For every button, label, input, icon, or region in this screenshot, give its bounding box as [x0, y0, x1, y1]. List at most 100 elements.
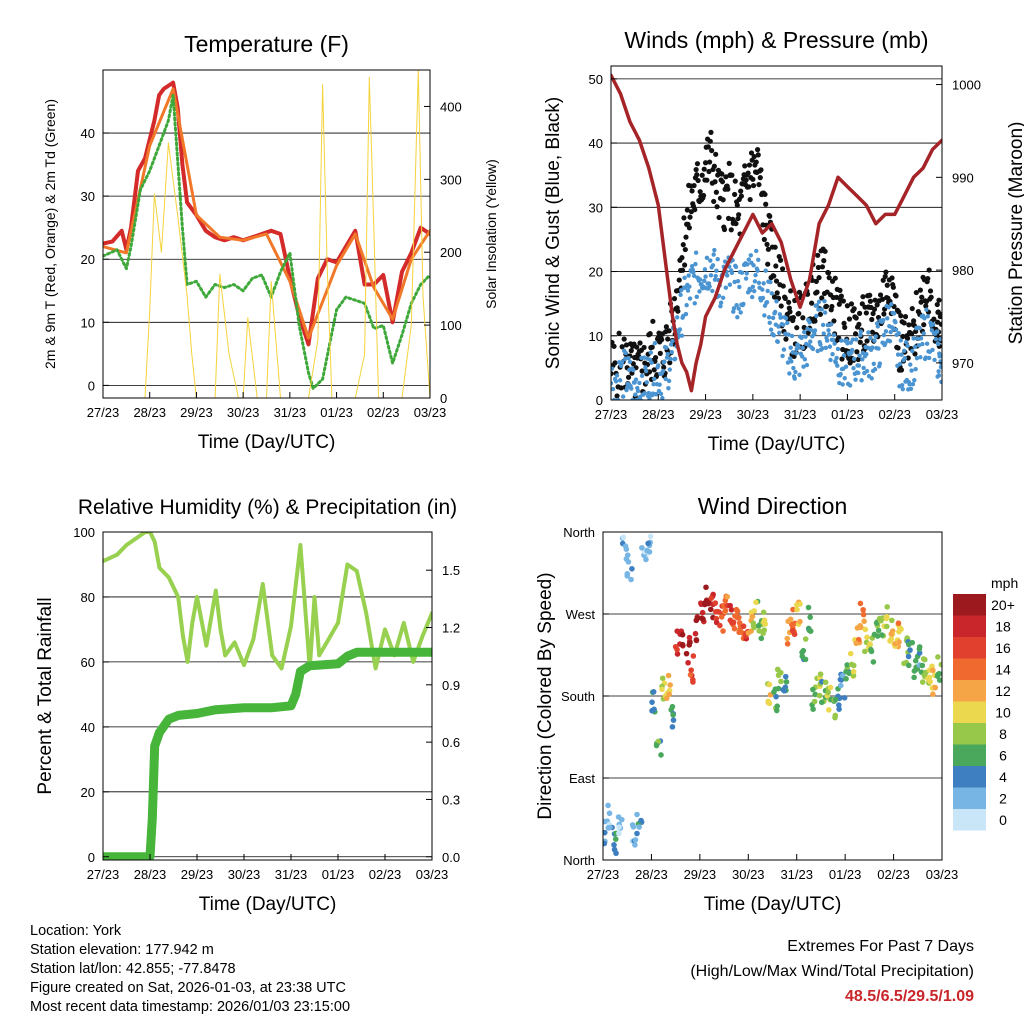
direction-point [666, 691, 672, 698]
wind-point [801, 329, 807, 335]
y2-tick-label: 990 [952, 170, 974, 185]
gust-point [772, 244, 778, 250]
gust-point [853, 315, 859, 321]
direction-point [832, 696, 839, 703]
gust-point [667, 360, 673, 366]
direction-point [714, 608, 721, 615]
wind-point [900, 386, 906, 392]
humidity-precip-panel: 27/23 28/23 29/23 30/23 31/23 01/23 02/23 03/23… [35, 496, 460, 915]
wind-point [752, 288, 757, 294]
y2-tick-label: 0 [440, 391, 447, 406]
direction-point [634, 811, 640, 818]
wind-point [611, 397, 617, 400]
gust-point [856, 321, 862, 327]
wind-point [799, 335, 804, 341]
gust-point [777, 257, 784, 263]
gust-point [732, 191, 738, 198]
plot-area [103, 532, 432, 860]
x-tick-label: 03/23 [926, 407, 959, 422]
wind-point [803, 334, 808, 339]
wind-point [712, 247, 717, 253]
gust-point [746, 162, 753, 168]
wind-point [611, 386, 616, 392]
wind-point [685, 288, 691, 293]
wind-point [691, 273, 697, 279]
gust-point [815, 264, 821, 271]
direction-point [812, 691, 819, 698]
x-tick-label: 31/23 [784, 407, 817, 422]
gust-point [679, 255, 685, 261]
wind-point [779, 315, 784, 320]
winds-pressure-panel: 27/23 28/23 29/23 30/23 31/23 01/23 02/23 03/23… [543, 27, 1024, 455]
wind-point [831, 332, 837, 338]
direction-point [616, 824, 622, 830]
wind-point [715, 256, 720, 262]
colorbar-label: 2 [999, 791, 1007, 807]
y-tick-label: 80 [81, 590, 95, 605]
x-tick-label: 29/23 [181, 867, 214, 882]
colorbar-label: 18 [995, 619, 1011, 635]
gust-point [763, 201, 769, 207]
direction-point [879, 632, 885, 638]
direction-point [843, 676, 849, 682]
wind-point [893, 327, 899, 332]
direction-point [920, 656, 927, 662]
direction-point [647, 533, 654, 540]
direction-point [799, 649, 805, 656]
wind-point [830, 351, 835, 357]
gust-point [800, 315, 806, 321]
gust-point [650, 318, 656, 324]
wind-point [732, 279, 737, 285]
y-axis-label: Sonic Wind & Gust (Blue, Black) [543, 97, 564, 369]
direction-point [683, 650, 690, 657]
wind-point [734, 302, 739, 308]
wind-point [694, 294, 699, 300]
gust-point [725, 186, 731, 192]
gust-point [616, 330, 622, 336]
wind-point [887, 339, 893, 344]
colorbar-label: 0 [999, 812, 1007, 828]
gust-point [728, 227, 734, 233]
wind-point [797, 372, 802, 377]
gust-point [783, 336, 789, 342]
direction-point [766, 681, 773, 688]
direction-point [730, 619, 737, 626]
wind-point [614, 373, 620, 378]
gust-point [780, 283, 786, 289]
direction-point [774, 703, 781, 709]
wind-point [669, 349, 674, 355]
direction-point [765, 698, 772, 705]
wind-point [912, 377, 917, 383]
gust-point [890, 284, 896, 290]
wind-point [762, 313, 767, 318]
wind-point [864, 368, 870, 374]
wind-point [733, 264, 739, 270]
x-axis-label: Time (Day/UTC) [198, 432, 336, 453]
y-tick-label: 30 [81, 189, 95, 204]
wind-point [691, 269, 696, 275]
gust-point [869, 316, 875, 323]
gust-point [765, 246, 771, 252]
plot-frame [102, 531, 433, 861]
wind-point [703, 274, 708, 279]
wind-point [815, 348, 820, 354]
gust-point [732, 178, 738, 184]
wind-point [718, 304, 723, 309]
wind-point [672, 356, 678, 362]
wind-point [771, 333, 776, 338]
wind-point [888, 329, 893, 335]
wind-point [769, 291, 774, 296]
wind-point [689, 264, 695, 269]
wind-point [847, 383, 853, 388]
wind-point [851, 356, 857, 362]
wind-point [871, 361, 876, 366]
wind-point [814, 303, 820, 308]
wind-point [812, 328, 818, 333]
direction-point [810, 686, 816, 693]
direction-point [624, 552, 631, 558]
wind-point [840, 382, 845, 387]
y-tick-label: 20 [589, 265, 603, 280]
gust-point [900, 333, 906, 340]
gust-point [906, 322, 912, 328]
wind-direction-panel: 27/23 28/23 29/23 30/23 31/23 01/23 02/23 03/23… [535, 493, 958, 915]
